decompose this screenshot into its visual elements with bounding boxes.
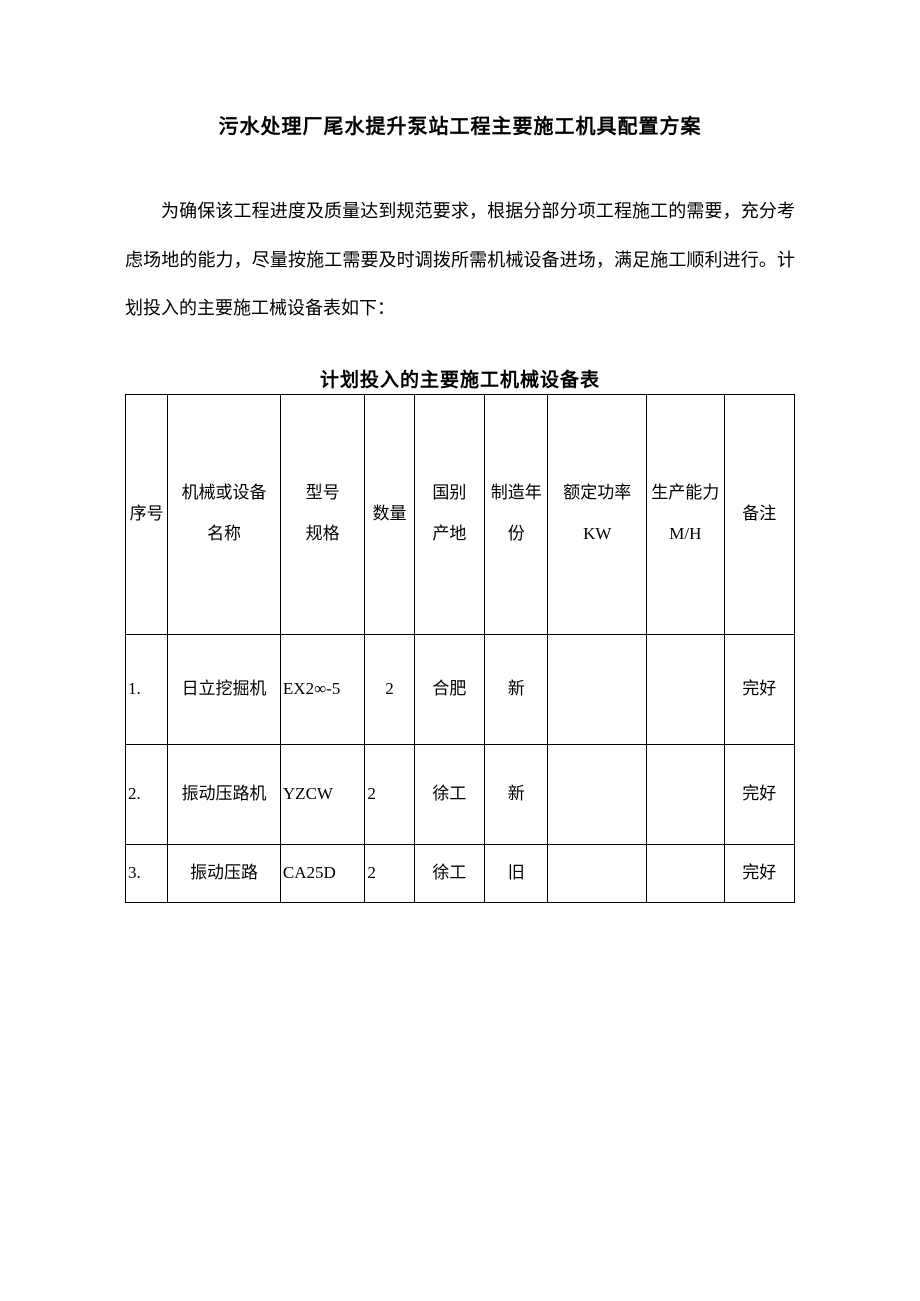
cell-origin: 合肥 <box>414 634 484 744</box>
col-header-year: 制造年份 <box>485 394 548 634</box>
cell-qty: 2 <box>365 844 414 902</box>
table-row: 1. 日立挖掘机 EX2∞-5 2 合肥 新 完好 <box>126 634 795 744</box>
cell-seq: 1. <box>126 634 168 744</box>
table-row: 3. 振动压路 CA25D 2 徐工 旧 完好 <box>126 844 795 902</box>
cell-power <box>548 844 647 902</box>
cell-model: EX2∞-5 <box>280 634 365 744</box>
col-header-origin: 国别产地 <box>414 394 484 634</box>
table-title: 计划投入的主要施工机械设备表 <box>125 365 795 392</box>
cell-power <box>548 744 647 844</box>
document-title: 污水处理厂尾水提升泵站工程主要施工机具配置方案 <box>125 110 795 139</box>
cell-capacity <box>647 844 724 902</box>
cell-model: CA25D <box>280 844 365 902</box>
col-header-seq: 序号 <box>126 394 168 634</box>
cell-qty: 2 <box>365 634 414 744</box>
cell-year: 新 <box>485 744 548 844</box>
cell-name: 振动压路 <box>168 844 281 902</box>
table-row: 2. 振动压路机 YZCW 2 徐工 新 完好 <box>126 744 795 844</box>
col-header-name: 机械或设备名称 <box>168 394 281 634</box>
col-header-power: 额定功率 KW <box>548 394 647 634</box>
col-header-remark: 备注 <box>724 394 794 634</box>
cell-capacity <box>647 744 724 844</box>
equipment-table: 序号 机械或设备名称 型号规格 数量 国别产地 制造年份 额定功率 KW 生产能… <box>125 394 795 903</box>
cell-power <box>548 634 647 744</box>
cell-model: YZCW <box>280 744 365 844</box>
col-header-capacity: 生产能力M/H <box>647 394 724 634</box>
cell-year: 新 <box>485 634 548 744</box>
cell-remark: 完好 <box>724 744 794 844</box>
cell-name: 振动压路机 <box>168 744 281 844</box>
cell-remark: 完好 <box>724 844 794 902</box>
cell-name: 日立挖掘机 <box>168 634 281 744</box>
cell-origin: 徐工 <box>414 844 484 902</box>
cell-seq: 3. <box>126 844 168 902</box>
col-header-qty: 数量 <box>365 394 414 634</box>
cell-year: 旧 <box>485 844 548 902</box>
cell-qty: 2 <box>365 744 414 844</box>
cell-seq: 2. <box>126 744 168 844</box>
col-header-model: 型号规格 <box>280 394 365 634</box>
table-header-row: 序号 机械或设备名称 型号规格 数量 国别产地 制造年份 额定功率 KW 生产能… <box>126 394 795 634</box>
cell-origin: 徐工 <box>414 744 484 844</box>
intro-paragraph: 为确保该工程进度及质量达到规范要求，根据分部分项工程施工的需要，充分考虑场地的能… <box>125 187 795 333</box>
cell-capacity <box>647 634 724 744</box>
cell-remark: 完好 <box>724 634 794 744</box>
